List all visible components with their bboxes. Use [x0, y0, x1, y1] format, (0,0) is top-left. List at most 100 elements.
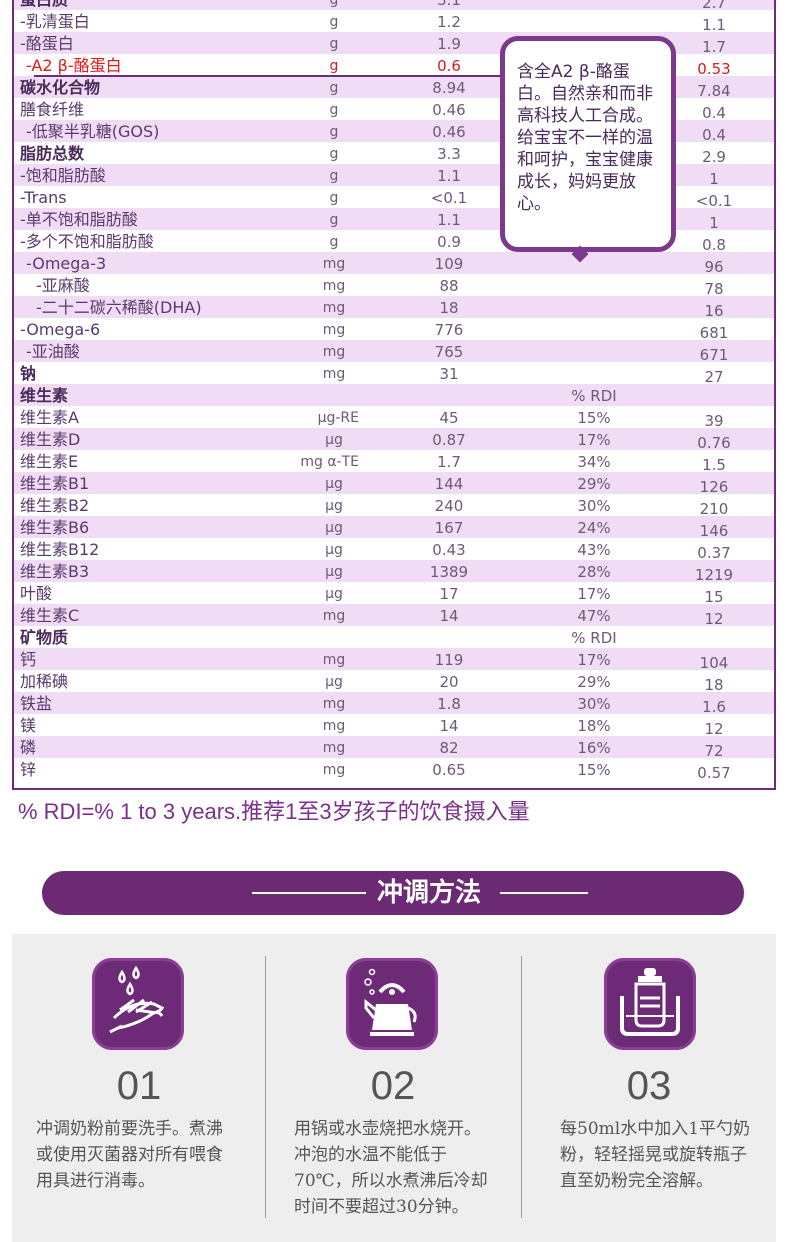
nutrient-name: 维生素	[20, 386, 69, 405]
step-number: 03	[626, 1064, 672, 1108]
nutrition-row: 锌 mg 0.65 15% 0.57	[14, 758, 774, 782]
nutrient-value: 1.8	[437, 695, 461, 713]
nutrition-row: 加稀碘 µg 20 29% 18	[14, 670, 774, 694]
prep-steps: 01 冲调奶粉前要洗手。煮沸或使用灭菌器对所有喂食用具进行消毒。 02 用锅或水…	[12, 934, 776, 1242]
nutrient-value: 0.65	[432, 761, 466, 779]
nutrient-value-per-100ml: 0.53	[697, 60, 731, 78]
nutrient-unit: mg	[322, 256, 346, 272]
nutrient-rdi: 29%	[577, 475, 611, 493]
nutrient-name: -亚油酸	[26, 342, 80, 361]
nutrient-value-per-100ml: 78	[704, 280, 724, 298]
nutrient-value: 14	[439, 717, 459, 735]
step-1: 01 冲调奶粉前要洗手。煮沸或使用灭菌器对所有喂食用具进行消毒。	[12, 934, 266, 1242]
section-title: 冲调方法	[377, 878, 482, 908]
nutrient-value: 1.2	[437, 13, 461, 31]
nutrient-rdi: 15%	[577, 409, 611, 427]
nutrient-rdi: 43%	[577, 541, 611, 559]
nutrient-value-per-100ml: 104	[699, 654, 729, 672]
nutrient-value-per-100ml: 126	[699, 478, 729, 496]
step-2: 02 用锅或水壶烧把水烧开。冲泡的水温不能低于70℃，所以水煮沸后冷却时间不要超…	[266, 934, 520, 1242]
nutrient-value-per-100ml: 18	[704, 676, 724, 694]
nutrient-value: 1.9	[437, 35, 461, 53]
nutrition-row: -二十二碳六稀酸(DHA) mg 18 16	[14, 296, 774, 320]
nutrient-name: 磷	[20, 738, 37, 757]
nutrient-rdi: 15%	[577, 761, 611, 779]
nutrient-unit: µg	[325, 586, 343, 602]
nutrition-row: 蛋白质 g 3.1 2.7	[14, 0, 774, 12]
nutrient-unit: mg	[322, 762, 346, 778]
nutrient-rdi: 34%	[577, 453, 611, 471]
wash-hands-icon	[92, 958, 184, 1050]
nutrient-unit: mg	[322, 718, 346, 734]
nutrient-unit: g	[329, 0, 339, 8]
kettle-icon	[346, 958, 438, 1050]
nutrient-unit: mg α-TE	[300, 454, 359, 470]
step-3: 03 每50ml水中加入1平勺奶粉，轻轻摇晃或旋转瓶子直至奶粉完全溶解。	[522, 934, 776, 1242]
nutrient-value-per-100ml: 2.9	[702, 148, 726, 166]
nutrient-value-per-100ml: 7.84	[697, 82, 731, 100]
nutrient-value: 240	[434, 497, 464, 515]
nutrition-row: 维生素B1 µg 144 29% 126	[14, 472, 774, 496]
nutrient-value-per-100ml: 0.8	[702, 236, 726, 254]
nutrient-value-per-100ml: 0.4	[702, 126, 726, 144]
nutrition-row: 维生素A µg-RE 45 15% 39	[14, 406, 774, 430]
nutrient-unit: mg	[322, 608, 346, 624]
nutrition-row: -亚油酸 mg 765 671	[14, 340, 774, 364]
nutrient-name: -低聚半乳糖(GOS)	[26, 122, 160, 141]
nutrient-value-per-100ml: 146	[699, 522, 729, 540]
nutrient-unit: µg	[325, 432, 343, 448]
nutrient-unit: mg	[322, 652, 346, 668]
nutrient-value-per-100ml: 27	[704, 368, 724, 386]
nutrient-value: 20	[439, 673, 459, 691]
nutrient-value: 17	[439, 585, 459, 603]
nutrient-name: 膳食纤维	[20, 100, 85, 119]
nutrient-value-per-100ml: 0.57	[697, 764, 731, 782]
nutrient-value-per-100ml: 0.4	[702, 104, 726, 122]
nutrient-name: -多个不饱和脂肪酸	[20, 232, 154, 251]
highlight-line	[34, 75, 502, 77]
nutrient-unit: µg	[325, 498, 343, 514]
nutrient-value-per-100ml: 1.7	[702, 38, 726, 56]
nutrition-row: -Omega-3 mg 109 96	[14, 252, 774, 276]
nutrient-name: 矿物质	[20, 628, 69, 647]
nutrient-value-per-100ml: 12	[704, 720, 724, 738]
nutrient-rdi: 17%	[577, 431, 611, 449]
nutrient-value-per-100ml: 1.5	[702, 456, 726, 474]
step-divider	[521, 956, 522, 1218]
nutrient-value: 109	[434, 255, 464, 273]
nutrient-value: 1.1	[437, 167, 461, 185]
nutrient-unit: mg	[322, 696, 346, 712]
nutrient-rdi: 30%	[577, 695, 611, 713]
nutrient-rdi: 28%	[577, 563, 611, 581]
nutrient-value-per-100ml: 0.37	[697, 544, 731, 562]
step-number: 02	[370, 1064, 416, 1108]
nutrition-row: 维生素B2 µg 240 30% 210	[14, 494, 774, 518]
nutrient-value: 14	[439, 607, 459, 625]
nutrient-unit: mg	[322, 278, 346, 294]
nutrient-rdi: % RDI	[571, 629, 617, 647]
nutrient-name: 维生素E	[20, 452, 79, 471]
nutrient-value: 0.46	[432, 101, 466, 119]
nutrient-rdi: 24%	[577, 519, 611, 537]
nutrient-unit: mg	[322, 322, 346, 338]
nutrient-value: 776	[434, 321, 464, 339]
nutrient-unit: g	[329, 36, 339, 52]
nutrition-row: 钙 mg 119 17% 104	[14, 648, 774, 672]
nutrition-row: 叶酸 µg 17 17% 15	[14, 582, 774, 606]
nutrient-unit: µg	[325, 564, 343, 580]
step-text: 用锅或水壶烧把水烧开。冲泡的水温不能低于70℃，所以水煮沸后冷却时间不要超过30…	[294, 1119, 488, 1217]
nutrient-unit: g	[329, 58, 339, 74]
nutrition-row: 维生素D µg 0.87 17% 0.76	[14, 428, 774, 452]
nutrient-value: 0.43	[432, 541, 466, 559]
nutrient-unit: g	[329, 124, 339, 140]
nutrient-rdi: 17%	[577, 585, 611, 603]
callout-text: 含全A2 β-酪蛋白。自然亲和而非高科技人工合成。给宝宝不一样的温和呵护，宝宝健…	[517, 62, 653, 214]
nutrient-value: <0.1	[430, 189, 468, 207]
nutrient-unit: g	[329, 190, 339, 206]
nutrient-value: 0.87	[432, 431, 466, 449]
nutrition-row: -Omega-6 mg 776 681	[14, 318, 774, 342]
nutrient-value-per-100ml: 15	[704, 588, 724, 606]
rdi-note: % RDI=% 1 to 3 years.推荐1至3岁孩子的饮食摄入量	[18, 799, 530, 824]
step-number: 01	[116, 1064, 162, 1108]
banner-line-left	[252, 892, 366, 894]
